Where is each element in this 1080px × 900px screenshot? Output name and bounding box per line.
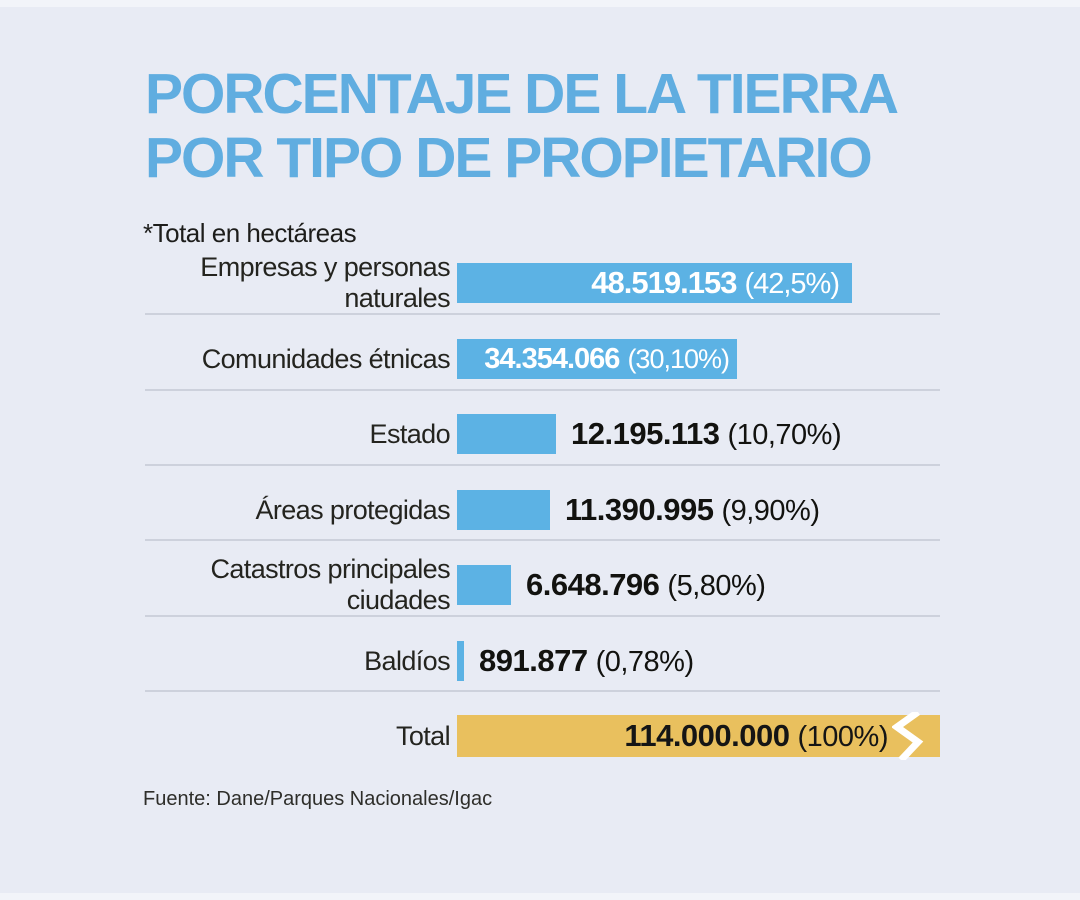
page-title: PORCENTAJE DE LA TIERRA POR TIPO DE PROPI… [145, 62, 899, 190]
value-bar [457, 414, 556, 454]
bar-value: 48.519.153 (42,5%) [591, 265, 852, 301]
bar-value: 12.195.113 (10,70%) [571, 416, 842, 452]
value-percent: (100%) [797, 721, 889, 753]
value-bar [457, 641, 464, 681]
chart-row: Empresas y personas naturales 48.519.153… [145, 252, 1005, 313]
chart-row: Áreas protegidas 11.390.995 (9,90%) [145, 490, 1005, 530]
value-number: 891.877 [479, 643, 588, 678]
row-divider [145, 389, 940, 391]
total-label: Total [395, 720, 451, 751]
title-line-2: POR TIPO DE PROPIETARIO [145, 126, 873, 190]
value-number: 114.000.000 [624, 718, 790, 753]
row-divider [145, 615, 940, 617]
bar-value: 34.354.066 (30,10%) [484, 343, 737, 376]
total-row: Total 114.000.000 (100%) [145, 712, 1005, 760]
value-number: 34.354.066 [484, 342, 620, 375]
chart-row: Comunidades étnicas 34.354.066 (30,10%) [145, 339, 1005, 379]
chart-note: *Total en hectáreas [143, 218, 357, 248]
value-number: 48.519.153 [591, 265, 737, 300]
value-bar [457, 565, 511, 605]
row-divider [145, 313, 940, 315]
value-percent: (42,5%) [744, 268, 840, 300]
bar-value: 891.877 (0,78%) [479, 643, 694, 679]
value-percent: (5,80%) [667, 570, 766, 602]
value-percent: (10,70%) [727, 419, 842, 451]
value-number: 11.390.995 [565, 492, 714, 527]
category-label: Baldíos [364, 645, 450, 676]
chart-row: Estado 12.195.113 (10,70%) [145, 414, 1005, 454]
value-bar [457, 490, 550, 530]
category-label: Empresas y personas naturales [200, 252, 450, 313]
chart-row: Catastros principales ciudades 6.648.796… [145, 554, 1005, 615]
row-divider [145, 464, 940, 466]
axis-break-icon [892, 712, 924, 760]
value-number: 6.648.796 [526, 567, 660, 602]
category-label: Catastros principales ciudades [210, 554, 450, 615]
value-bar: 34.354.066 (30,10%) [457, 339, 737, 379]
category-label: Estado [369, 418, 451, 449]
value-percent: (0,78%) [595, 646, 695, 678]
row-divider [145, 690, 940, 692]
category-label: Áreas protegidas [255, 494, 450, 525]
bar-value: 11.390.995 (9,90%) [565, 492, 820, 528]
title-line-1: PORCENTAJE DE LA TIERRA [145, 62, 899, 126]
row-divider [145, 539, 940, 541]
value-percent: (9,90%) [721, 495, 820, 527]
source-text: Fuente: Dane/Parques Nacionales/Igac [143, 788, 493, 810]
top-edge-strip [0, 0, 1080, 7]
value-percent: (30,10%) [627, 343, 730, 374]
total-bar: 114.000.000 (100%) [457, 712, 940, 760]
total-value: 114.000.000 (100%) [624, 718, 940, 754]
bottom-edge-strip [0, 893, 1080, 900]
chart-row: Baldíos 891.877 (0,78%) [145, 641, 1005, 681]
category-label: Comunidades étnicas [201, 343, 451, 374]
bar-value: 6.648.796 (5,80%) [526, 567, 766, 603]
value-bar: 48.519.153 (42,5%) [457, 263, 852, 303]
value-number: 12.195.113 [571, 416, 720, 451]
